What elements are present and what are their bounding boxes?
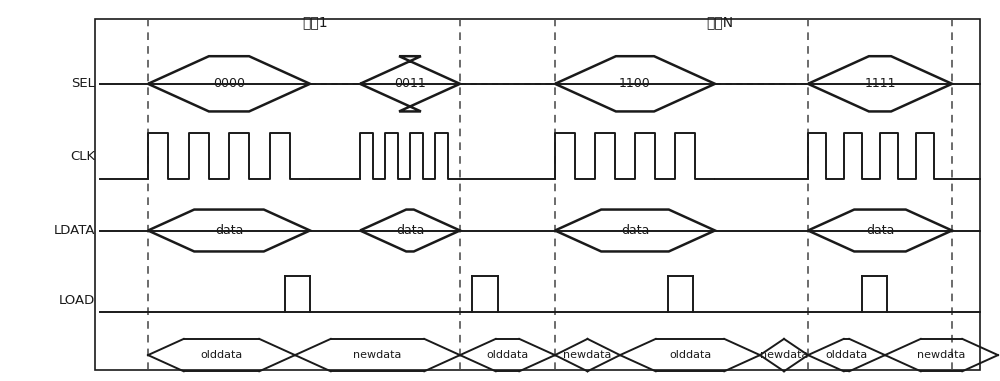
Text: olddata: olddata (669, 350, 711, 360)
Text: SEL: SEL (71, 77, 95, 90)
Text: olddata: olddata (486, 350, 529, 360)
Text: olddata: olddata (825, 350, 868, 360)
Text: data: data (396, 224, 424, 237)
Text: LDATA: LDATA (54, 224, 95, 237)
Text: newdata: newdata (760, 350, 808, 360)
Text: 1111: 1111 (864, 77, 896, 90)
Text: newdata: newdata (917, 350, 966, 360)
Text: newdata: newdata (563, 350, 612, 360)
Text: 组件N: 组件N (706, 15, 734, 29)
Text: LOAD: LOAD (59, 295, 95, 307)
Text: newdata: newdata (353, 350, 402, 360)
Text: 组件1: 组件1 (302, 15, 328, 29)
Bar (95, 19, 980, 370)
Text: 0000: 0000 (213, 77, 245, 90)
Text: olddata: olddata (200, 350, 243, 360)
Text: 1100: 1100 (619, 77, 651, 90)
Text: 0011: 0011 (394, 77, 426, 90)
Text: data: data (866, 224, 894, 237)
Text: CLK: CLK (70, 150, 95, 163)
Text: data: data (215, 224, 243, 237)
Text: data: data (621, 224, 649, 237)
